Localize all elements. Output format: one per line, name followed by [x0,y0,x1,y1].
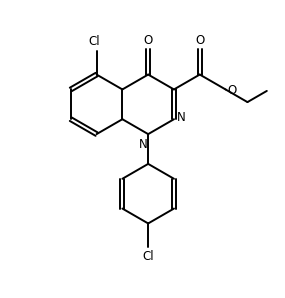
Text: N: N [177,111,186,124]
Text: Cl: Cl [88,35,99,49]
Text: Cl: Cl [142,249,154,263]
Text: O: O [144,34,153,47]
Text: N: N [139,137,147,150]
Text: O: O [228,84,237,97]
Text: O: O [195,34,204,47]
